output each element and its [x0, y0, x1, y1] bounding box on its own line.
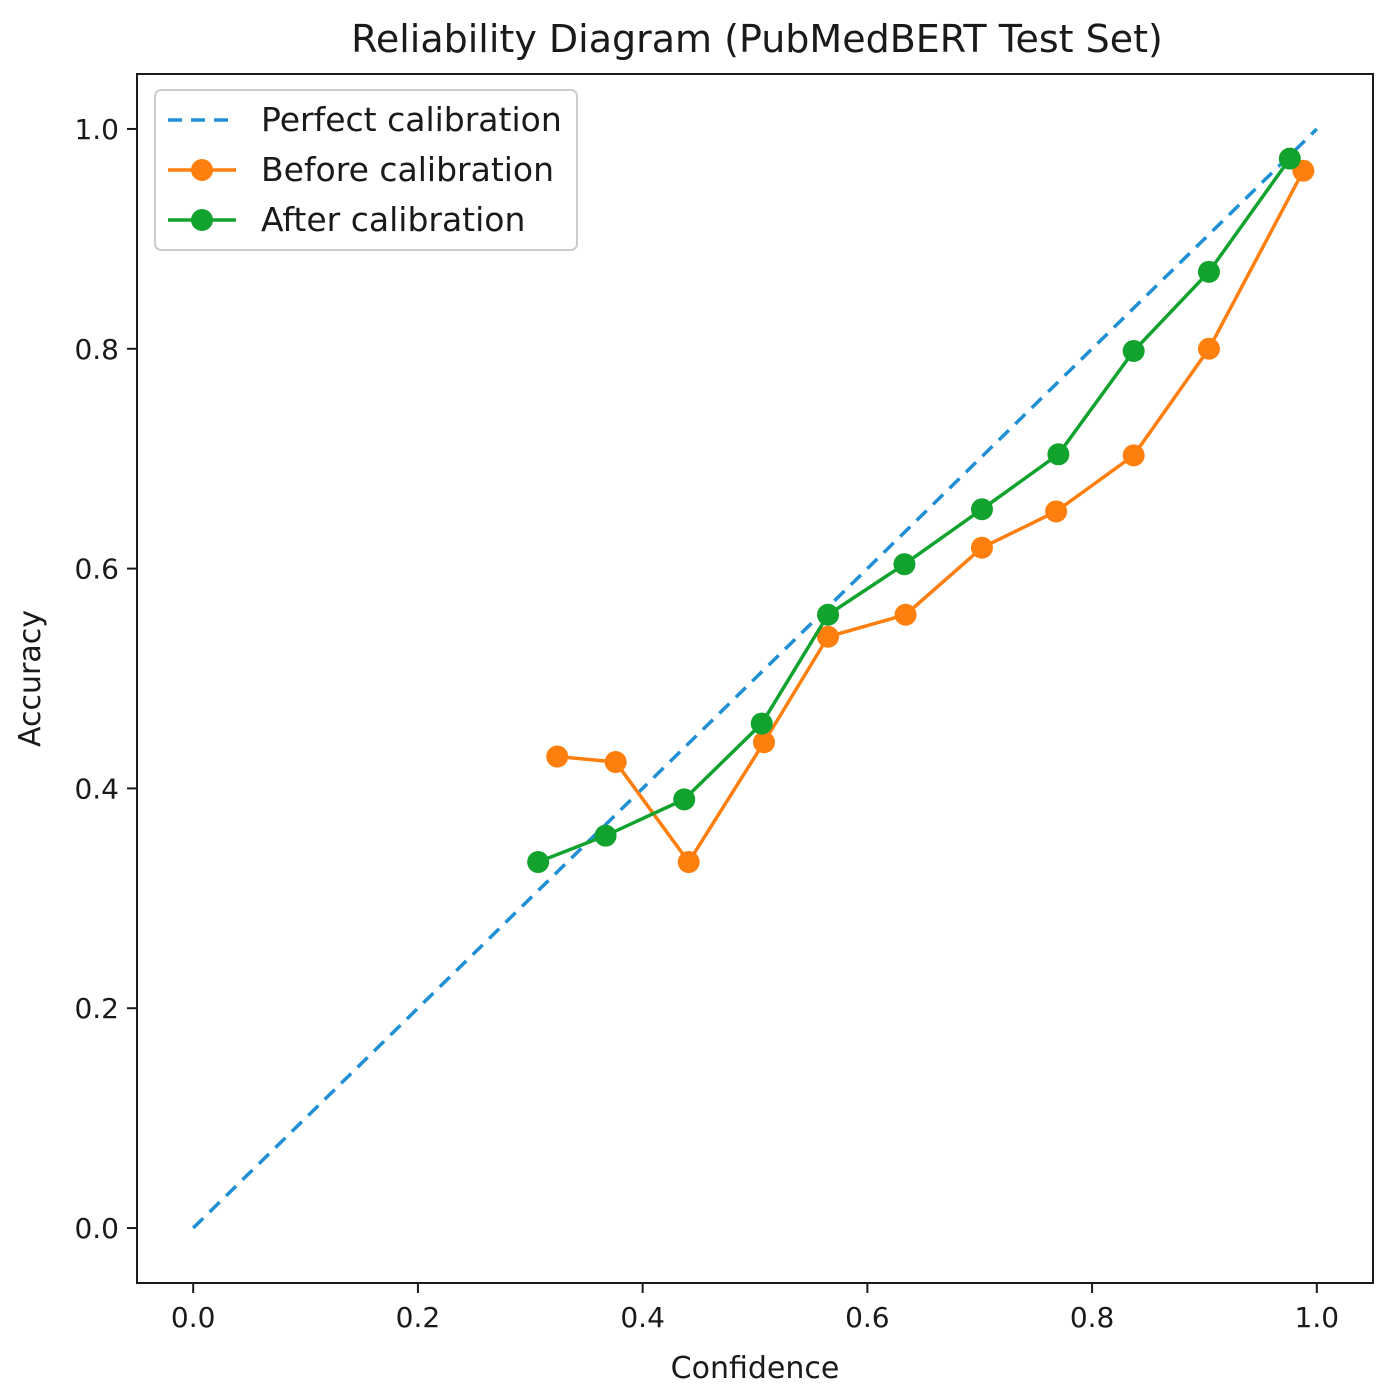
series-line	[557, 169, 1305, 864]
legend-marker	[191, 159, 213, 181]
data-point	[970, 498, 993, 521]
x-axis: 0.0 0.2 0.4 0.6 0.8 1.0	[171, 1283, 1339, 1334]
legend-item: Perfect calibration	[168, 100, 562, 139]
x-tick-label: 0.8	[1070, 1301, 1115, 1334]
y-tick-label: 0.8	[74, 333, 119, 366]
y-tick-label: 0.4	[74, 772, 119, 805]
y-tick-label: 0.6	[74, 553, 119, 586]
x-tick-label: 0.6	[845, 1301, 890, 1334]
data-point	[1122, 444, 1145, 467]
data-point	[1047, 443, 1070, 466]
data-point	[1197, 337, 1220, 360]
y-tick-label: 0.0	[74, 1212, 119, 1245]
data-point	[546, 745, 569, 768]
data-point	[604, 751, 627, 774]
y-axis-label: Accuracy	[13, 610, 48, 747]
y-tick-label: 0.2	[74, 992, 119, 1025]
legend-label: Perfect calibration	[261, 100, 562, 139]
series-3	[527, 147, 1301, 874]
legend-item: Before calibration	[168, 150, 554, 189]
data-point	[817, 603, 840, 626]
x-axis-label: Confidence	[671, 1351, 840, 1386]
legend-item: After calibration	[168, 200, 525, 239]
data-point	[1122, 339, 1145, 362]
x-tick-label: 0.4	[620, 1301, 665, 1334]
series-line	[191, 127, 1319, 1230]
y-axis: 0.0 0.2 0.4 0.6 0.8 1.0	[74, 113, 137, 1245]
series-line	[537, 157, 1292, 864]
legend: Perfect calibration Before calibration Aft…	[154, 89, 578, 251]
y-tick-label: 1.0	[74, 113, 119, 146]
legend-marker	[191, 209, 213, 231]
x-tick-label: 0.0	[171, 1301, 216, 1334]
data-point	[750, 712, 773, 735]
data-point	[594, 824, 617, 847]
data-point	[893, 553, 916, 576]
data-point	[894, 603, 917, 626]
legend-label: Before calibration	[261, 150, 554, 189]
x-tick-label: 1.0	[1295, 1301, 1340, 1334]
data-point	[1278, 147, 1301, 170]
series-1	[191, 127, 1319, 1230]
series-layer	[191, 127, 1319, 1230]
series-2	[546, 159, 1315, 874]
data-point	[817, 625, 840, 648]
data-point	[970, 536, 993, 559]
data-point	[1045, 500, 1068, 523]
legend-box	[154, 89, 578, 251]
x-tick-label: 0.2	[396, 1301, 441, 1334]
data-point	[673, 788, 696, 811]
chart-title: Reliability Diagram (PubMedBERT Test Set…	[351, 17, 1163, 61]
data-point	[752, 731, 775, 754]
data-point	[1197, 260, 1220, 283]
legend-label: After calibration	[261, 200, 525, 239]
plot-frame	[136, 73, 1374, 1284]
data-point	[527, 851, 550, 874]
data-point	[677, 851, 700, 874]
